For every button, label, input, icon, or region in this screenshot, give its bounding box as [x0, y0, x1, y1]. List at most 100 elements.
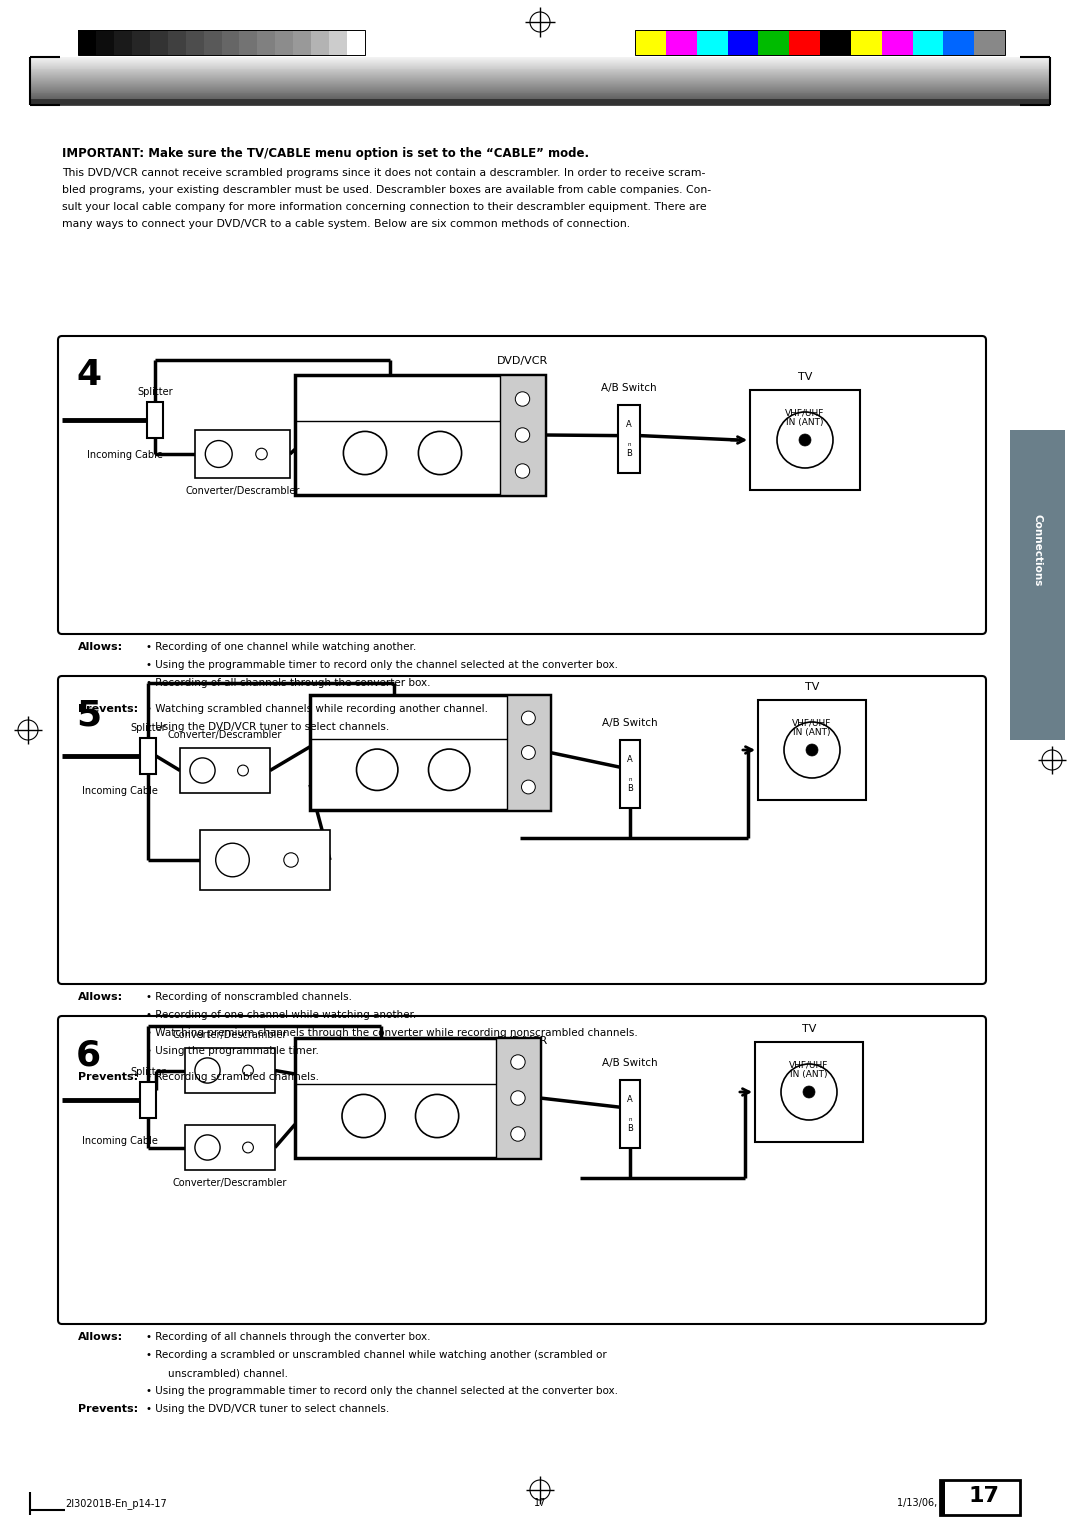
- Bar: [78, 31, 365, 55]
- Circle shape: [515, 428, 529, 442]
- Circle shape: [804, 1086, 815, 1099]
- Text: Incoming Cable: Incoming Cable: [82, 1135, 158, 1146]
- FancyBboxPatch shape: [58, 675, 986, 984]
- Text: A: A: [627, 755, 633, 764]
- Bar: [940, 1481, 945, 1514]
- Circle shape: [511, 1054, 525, 1070]
- Bar: [203, 31, 221, 55]
- Text: Prevents:: Prevents:: [78, 704, 138, 714]
- Text: Allows:: Allows:: [78, 992, 123, 1002]
- FancyBboxPatch shape: [58, 1016, 986, 1323]
- Text: 17: 17: [969, 1485, 999, 1505]
- Bar: [240, 31, 257, 55]
- Text: • Watching premium channels through the converter while recording nonscrambled c: • Watching premium channels through the …: [146, 1028, 638, 1038]
- Text: • Recording of all channels through the converter box.: • Recording of all channels through the …: [146, 1332, 431, 1342]
- Text: • Recording a scrambled or unscrambled channel while watching another (scrambled: • Recording a scrambled or unscrambled c…: [146, 1351, 607, 1360]
- Text: • Recording scrambled channels.: • Recording scrambled channels.: [146, 1073, 319, 1082]
- Text: VHF/UHF
IN (ANT): VHF/UHF IN (ANT): [785, 408, 825, 428]
- Circle shape: [238, 766, 248, 776]
- Text: A: A: [627, 1094, 633, 1103]
- Bar: [311, 31, 329, 55]
- Bar: [275, 31, 294, 55]
- Bar: [329, 31, 347, 55]
- Bar: [294, 31, 311, 55]
- Text: • Recording of one channel while watching another.: • Recording of one channel while watchin…: [146, 642, 416, 652]
- Circle shape: [342, 1094, 386, 1138]
- Text: n: n: [629, 1117, 632, 1122]
- Text: Prevents:: Prevents:: [78, 1404, 138, 1413]
- Circle shape: [194, 1135, 220, 1160]
- Text: A/B Switch: A/B Switch: [602, 384, 657, 393]
- Bar: [618, 405, 640, 474]
- Circle shape: [194, 1057, 220, 1083]
- Circle shape: [190, 758, 215, 782]
- Bar: [78, 31, 96, 55]
- Circle shape: [511, 1091, 525, 1105]
- Text: 17: 17: [534, 1497, 546, 1508]
- Text: • Using the programmable timer.: • Using the programmable timer.: [146, 1047, 319, 1056]
- Bar: [758, 700, 866, 801]
- Bar: [347, 31, 365, 55]
- Text: Allows:: Allows:: [78, 1332, 123, 1342]
- Text: DVD/VCR: DVD/VCR: [497, 1036, 548, 1047]
- Circle shape: [511, 1126, 525, 1141]
- Text: Converter/Descrambler: Converter/Descrambler: [167, 730, 282, 740]
- Bar: [666, 31, 697, 55]
- Bar: [257, 31, 275, 55]
- Circle shape: [429, 749, 470, 790]
- Circle shape: [522, 746, 536, 759]
- Bar: [185, 1048, 275, 1093]
- Text: A/B Switch: A/B Switch: [603, 1057, 658, 1068]
- Text: Converter/Descrambler: Converter/Descrambler: [173, 1030, 287, 1041]
- Bar: [913, 31, 943, 55]
- Text: 2I30201B-En_p14-17: 2I30201B-En_p14-17: [65, 1497, 166, 1510]
- Bar: [140, 1082, 156, 1118]
- Bar: [974, 31, 1005, 55]
- Text: B: B: [627, 784, 633, 793]
- Bar: [728, 31, 758, 55]
- Circle shape: [522, 711, 536, 724]
- Text: B: B: [627, 1125, 633, 1134]
- Circle shape: [777, 413, 833, 468]
- Bar: [750, 390, 860, 490]
- Bar: [635, 31, 666, 55]
- Text: • Recording of one channel while watching another.: • Recording of one channel while watchin…: [146, 1010, 416, 1021]
- Text: Connections: Connections: [1032, 513, 1042, 587]
- Text: 6: 6: [76, 1038, 102, 1073]
- Text: Splitter: Splitter: [131, 723, 166, 733]
- Circle shape: [799, 434, 811, 446]
- Text: Allows:: Allows:: [78, 642, 123, 652]
- Bar: [851, 31, 881, 55]
- Text: 5: 5: [76, 698, 102, 732]
- Text: Splitter: Splitter: [137, 387, 173, 397]
- Circle shape: [216, 843, 249, 877]
- Bar: [500, 374, 545, 495]
- Circle shape: [784, 723, 840, 778]
- Bar: [186, 31, 203, 55]
- FancyBboxPatch shape: [58, 336, 986, 634]
- Text: Incoming Cable: Incoming Cable: [87, 451, 163, 460]
- Bar: [881, 31, 913, 55]
- Bar: [620, 740, 640, 808]
- Bar: [620, 1080, 640, 1148]
- Text: DVD/VCR: DVD/VCR: [497, 356, 548, 367]
- Bar: [113, 31, 132, 55]
- Circle shape: [256, 448, 267, 460]
- Text: • Recording of all channels through the converter box.: • Recording of all channels through the …: [146, 678, 431, 688]
- Bar: [496, 1038, 540, 1158]
- Circle shape: [205, 440, 232, 468]
- Bar: [200, 830, 330, 889]
- Text: Incoming Cable: Incoming Cable: [82, 785, 158, 796]
- Bar: [697, 31, 728, 55]
- Text: A/B Switch: A/B Switch: [603, 718, 658, 727]
- Text: Converter/Descrambler: Converter/Descrambler: [186, 486, 299, 497]
- Text: TV: TV: [805, 681, 820, 692]
- Circle shape: [522, 781, 536, 795]
- Text: TV: TV: [798, 371, 812, 382]
- Text: n: n: [627, 442, 631, 446]
- Bar: [150, 31, 167, 55]
- Bar: [940, 1481, 1020, 1514]
- Text: • Using the programmable timer to record only the channel selected at the conver: • Using the programmable timer to record…: [146, 1386, 618, 1397]
- Text: • Using the DVD/VCR tuner to select channels.: • Using the DVD/VCR tuner to select chan…: [146, 723, 389, 732]
- Text: n: n: [629, 776, 632, 782]
